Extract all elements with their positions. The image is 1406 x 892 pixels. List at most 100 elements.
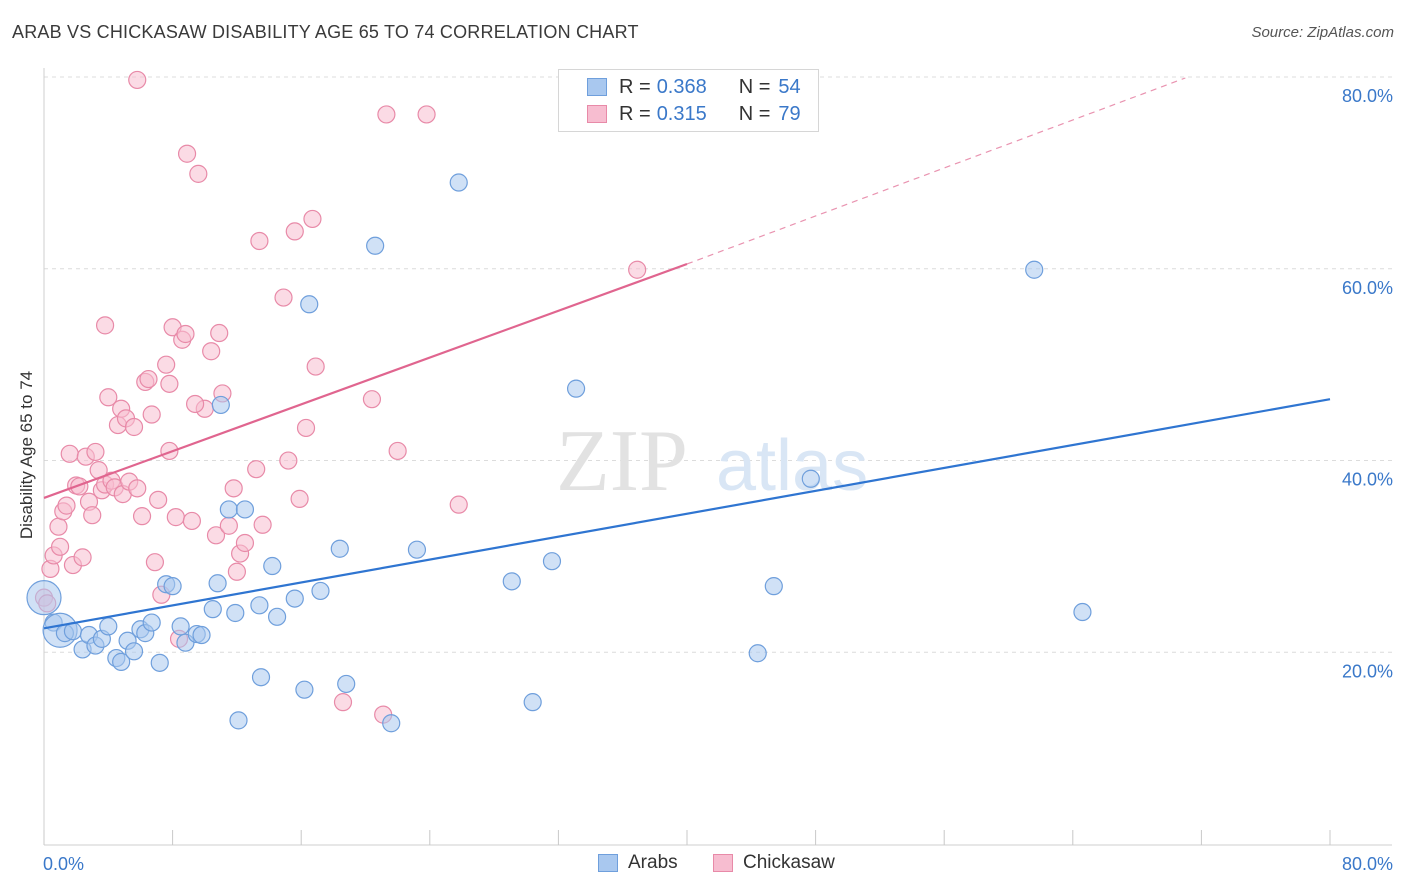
chickasaw-point (210, 323, 229, 343)
legend-n-value: 54 (778, 75, 801, 98)
chickasaw-point (296, 418, 316, 438)
chickasaw-point (388, 441, 407, 461)
arabs-point (295, 680, 314, 699)
arabs-point (801, 469, 820, 488)
trend-line-chickasaw-extension (686, 77, 1186, 265)
arabs-point (235, 500, 255, 519)
chickasaw-point (132, 507, 152, 526)
chickasaw-point (628, 260, 647, 279)
bottom-legend-chickasaw: Chickasaw (713, 852, 835, 874)
arabs-point (330, 539, 349, 558)
x-tick-label: 0.0% (43, 854, 84, 874)
chickasaw-point (186, 394, 205, 414)
arabs-point (150, 653, 169, 672)
arabs-point (124, 642, 144, 661)
legend-n-value: 79 (778, 102, 801, 125)
y-tick-label: 80.0% (1342, 86, 1393, 106)
arabs-point (26, 580, 62, 616)
chickasaw-point (182, 511, 201, 531)
bottom-legend-label-arabs: Arabs (628, 852, 678, 873)
arabs-point (211, 395, 230, 415)
trend-line-chickasaw (43, 262, 688, 499)
chickasaw-point (166, 508, 185, 527)
arabs-point (300, 295, 319, 314)
chickasaw-point (139, 369, 158, 389)
chickasaw-point (250, 231, 269, 251)
chickasaw-point (83, 506, 102, 525)
arabs-point (523, 693, 542, 712)
chickasaw-point (70, 477, 89, 496)
arabs-point (542, 552, 562, 571)
legend-n-label: N = (738, 102, 771, 125)
arabs-point (285, 589, 304, 608)
chickasaw-point (99, 388, 118, 407)
chickasaw-point (227, 562, 246, 581)
chickasaw-point (362, 390, 382, 409)
bottom-legend-swatch-arabs (598, 854, 618, 872)
trend-line-arabs (43, 398, 1331, 630)
arabs-point (566, 379, 586, 398)
chickasaw-point (86, 442, 105, 462)
source-label: Source: ZipAtlas.com (1251, 24, 1394, 41)
legend-r-label: R = (619, 75, 651, 98)
grid-lines (44, 76, 1392, 653)
arabs-point (267, 607, 287, 626)
arabs-point (163, 577, 182, 596)
y-tick-label: 60.0% (1342, 278, 1393, 298)
y-tick-label: 20.0% (1342, 661, 1393, 681)
arabs-point (263, 556, 282, 576)
arabs-point (502, 572, 521, 591)
chickasaw-point (145, 553, 165, 572)
chickasaw-point (377, 105, 396, 124)
correlation-legend: R = 0.368 N = 54 R = 0.315 N = 79 (558, 69, 819, 132)
legend-r-value: 0.315 (656, 102, 707, 125)
chickasaw-point (306, 357, 325, 376)
chickasaw-point (157, 355, 176, 374)
bottom-legend-swatch-chickasaw (713, 854, 733, 872)
arabs-point (366, 236, 385, 255)
arabs-point (337, 674, 356, 694)
arabs-point (99, 617, 118, 636)
chickasaw-point (177, 144, 197, 163)
chickasaw-point (160, 374, 179, 393)
chickasaw-point (202, 342, 221, 361)
arabs-point (112, 652, 131, 671)
chickasaw-point (73, 548, 92, 567)
tick-labels: 20.0% 40.0% 60.0% 80.0% 0.0% 80.0% (43, 86, 1393, 874)
arabs-point (449, 173, 468, 192)
trend-lines (43, 77, 1331, 630)
chickasaw-point (235, 533, 255, 553)
chickasaw-point (253, 515, 272, 534)
arabs-point (229, 711, 248, 730)
chickasaw-point (57, 496, 76, 515)
legend-swatch-arabs (587, 78, 607, 96)
chickasaw-point (128, 479, 147, 498)
watermark-atlas: atlas (716, 426, 868, 506)
arabs-point (1025, 260, 1044, 279)
bottom-legend-arabs: Arabs (598, 852, 678, 874)
chickasaw-point (49, 517, 68, 536)
y-axis-label: Disability Age 65 to 74 (17, 371, 36, 539)
arabs-point (250, 596, 269, 615)
chickasaw-point (449, 495, 468, 514)
chickasaw-point (60, 444, 79, 463)
chickasaw-point (160, 441, 179, 461)
chickasaw-point (95, 316, 115, 335)
chickasaw-point (124, 417, 144, 437)
arabs-point (208, 574, 227, 593)
arabs-point (219, 500, 238, 519)
chickasaw-point (274, 288, 293, 307)
chickasaw-point (189, 164, 208, 183)
arabs-point (251, 668, 271, 687)
chickasaw-point (142, 405, 161, 424)
arabs-point (311, 581, 330, 601)
axes (43, 68, 1392, 846)
arabs-point (142, 613, 161, 632)
arabs-point (382, 714, 401, 733)
chickasaw-point (224, 479, 243, 498)
chickasaw-point (128, 70, 147, 90)
series-arabs-points (26, 173, 1092, 733)
chickasaw-point (417, 105, 436, 124)
arabs-point (764, 577, 783, 596)
chickasaw-point (303, 209, 322, 229)
